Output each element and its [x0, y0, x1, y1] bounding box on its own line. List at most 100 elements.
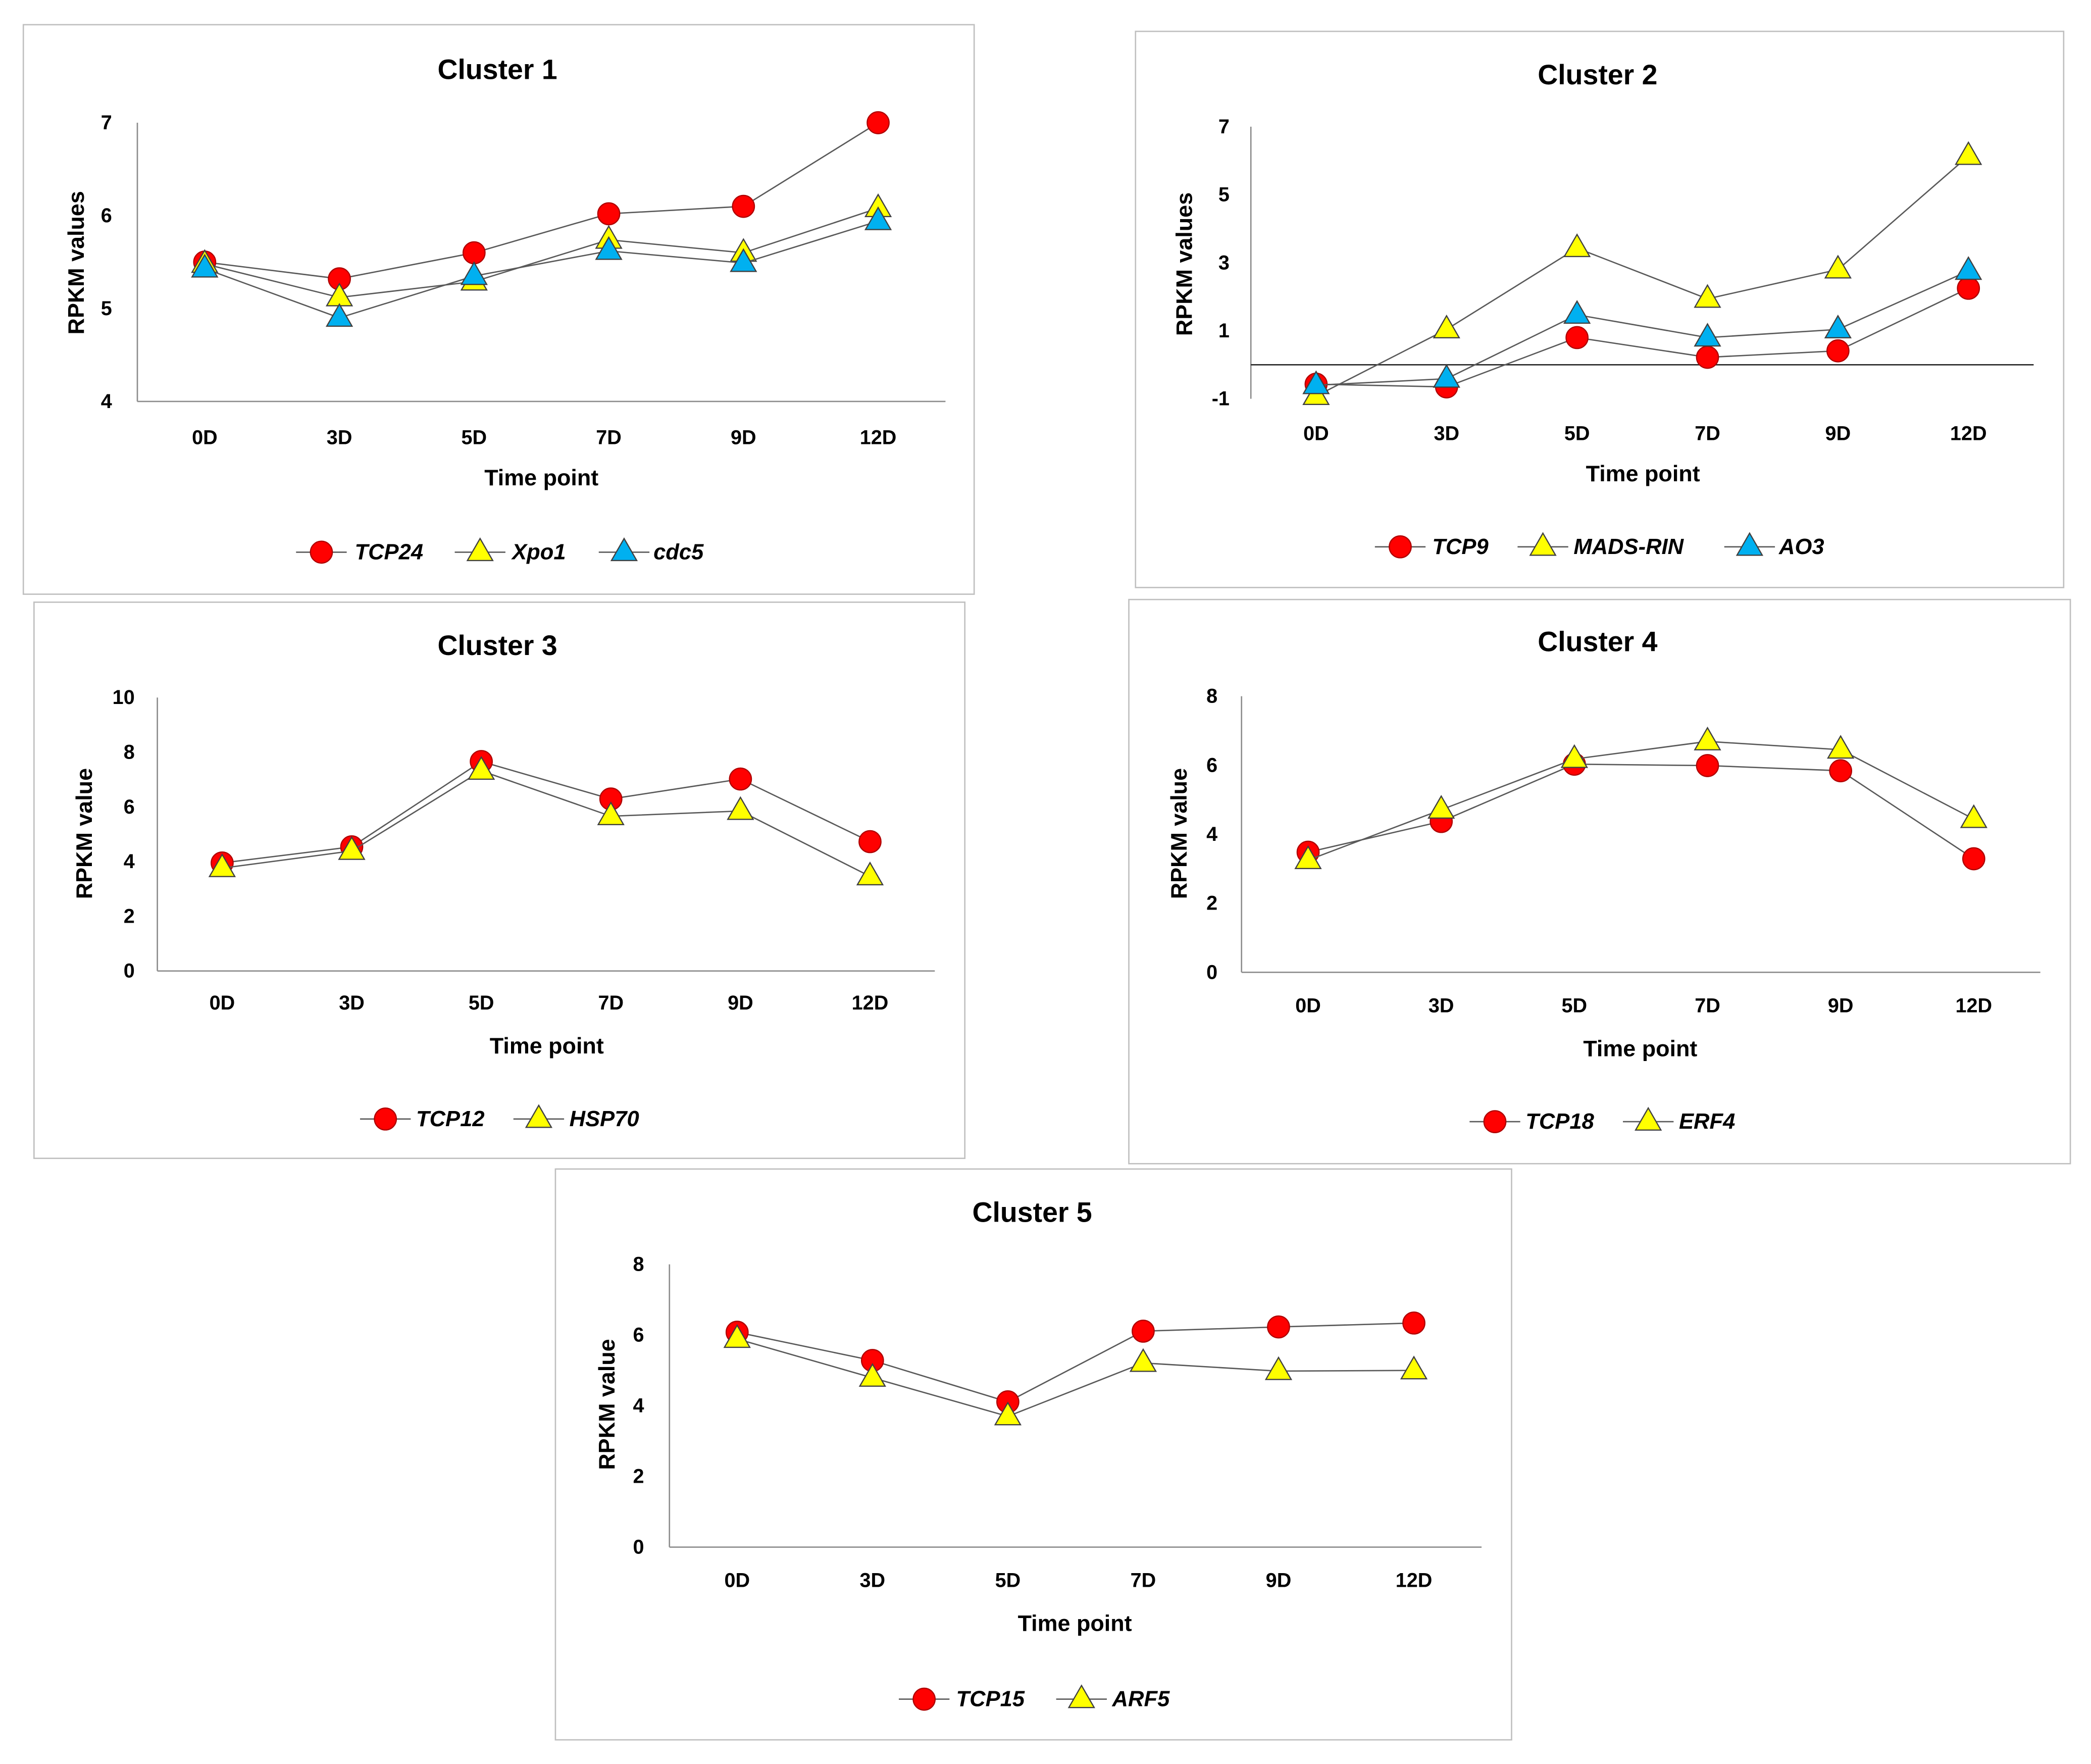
series-hsp70 — [208, 755, 884, 886]
data-point-tcp24-12d — [866, 111, 890, 134]
y-tick-label: 2 — [124, 905, 135, 927]
y-tick-label: 5 — [1218, 184, 1230, 206]
chart-frame — [1128, 598, 2071, 1165]
legend-item-xpo1: Xpo1 — [454, 537, 566, 564]
chart-panel-cluster-5: Cluster 5 0 2 4 6 8 0D 3D 5D 7D 9D 12D Time point RPK… — [554, 1168, 1512, 1741]
legend-marker-circle-icon — [912, 1687, 936, 1711]
data-point-tcp24-5d — [463, 241, 486, 265]
data-point-tcp9-5d — [1565, 326, 1589, 349]
data-point-hsp70-7d — [597, 801, 625, 825]
x-axis-title: Time point — [1583, 1035, 1697, 1061]
chart-title: Cluster 5 — [972, 1197, 1092, 1228]
data-point-arf5-9d — [1264, 1356, 1293, 1380]
chart-panel-cluster-1: Cluster 1 4 5 6 7 0D 3D 5D 7D 9D 12D Time point RPKM… — [22, 24, 975, 595]
y-tick-label: 6 — [101, 205, 112, 227]
legend-marker-circle-icon — [310, 540, 333, 564]
x-tick-label: 9D — [731, 426, 756, 448]
series-tcp24 — [193, 111, 890, 290]
legend-label: Xpo1 — [511, 540, 566, 564]
data-point-erf4-0d — [1294, 845, 1322, 869]
x-tick-label: 3D — [327, 426, 352, 448]
y-axis-title: RPKM value — [594, 1339, 620, 1470]
legend-label: AO3 — [1778, 535, 1824, 559]
series-cdc5 — [191, 206, 892, 327]
data-point-ao3-7d — [1694, 323, 1721, 347]
x-tick-label: 0D — [192, 426, 218, 448]
x-tick-label: 0D — [724, 1570, 750, 1592]
series-arf5 — [723, 1324, 1428, 1426]
series-line-ao3 — [1316, 270, 1969, 386]
legend-marker-triangle-icon — [466, 537, 494, 562]
data-point-tcp15-9d — [1267, 1315, 1290, 1339]
data-point-tcp24-9d — [732, 194, 755, 218]
data-point-hsp70-5d — [468, 755, 495, 780]
data-point-cdc5-7d — [595, 236, 623, 260]
x-tick-label: 9D — [728, 992, 753, 1014]
data-point-tcp18-7d — [1696, 754, 1719, 777]
series-ao3 — [1302, 256, 1982, 394]
legend-label: ERF4 — [1679, 1110, 1735, 1134]
legend-label: TCP9 — [1432, 535, 1489, 559]
data-point-mads-rin-5d — [1563, 233, 1591, 258]
x-tick-label: 12D — [860, 426, 897, 448]
y-tick-label: 8 — [633, 1253, 644, 1276]
legend-marker-triangle-icon — [610, 537, 638, 562]
y-tick-label: 4 — [124, 850, 135, 873]
x-tick-label: 9D — [1825, 422, 1851, 444]
legend-item-tcp18: TCP18 — [1469, 1110, 1595, 1134]
x-tick-label: 12D — [1955, 994, 1992, 1017]
data-point-hsp70-3d — [338, 836, 366, 860]
y-axis-title: RPKM value — [71, 768, 97, 899]
data-point-hsp70-12d — [856, 861, 884, 886]
legend-label: MADS-RIN — [1573, 535, 1684, 559]
data-point-tcp18-9d — [1829, 759, 1853, 783]
data-point-cdc5-0d — [191, 254, 219, 278]
data-point-tcp9-7d — [1696, 345, 1719, 369]
data-point-ao3-3d — [1433, 364, 1460, 388]
legend-marker-circle-icon — [1389, 535, 1412, 559]
y-tick-label: 8 — [124, 741, 135, 764]
legend-item-ao3: AO3 — [1724, 532, 1824, 559]
x-tick-label: 0D — [1295, 994, 1321, 1017]
data-point-erf4-5d — [1560, 744, 1588, 768]
data-point-cdc5-3d — [325, 303, 353, 327]
y-tick-label: 4 — [633, 1395, 644, 1417]
legend-item-tcp9: TCP9 — [1374, 535, 1489, 559]
x-tick-label: 7D — [598, 992, 624, 1014]
x-tick-label: 0D — [210, 992, 235, 1014]
legend-item-mads-rin: MADS-RIN — [1517, 532, 1685, 559]
x-tick-label: 5D — [1562, 994, 1588, 1017]
legend-marker-triangle-icon — [1736, 532, 1764, 556]
y-tick-label: 0 — [1206, 961, 1217, 983]
data-point-ao3-5d — [1563, 299, 1591, 324]
legend: TCP15 ARF5 — [898, 1684, 1170, 1711]
legend: TCP9 MADS-RIN AO3 — [1374, 532, 1824, 559]
y-axis-title: RPKM values — [1171, 192, 1197, 336]
y-tick-label: 6 — [124, 796, 135, 818]
y-tick-label: 4 — [1206, 823, 1217, 845]
y-tick-label: -1 — [1212, 388, 1230, 410]
x-tick-label: 5D — [995, 1570, 1021, 1592]
x-tick-label: 7D — [1131, 1570, 1156, 1592]
y-tick-label: 7 — [1218, 116, 1230, 138]
chart-title: Cluster 3 — [437, 630, 557, 661]
series-line-erf4 — [1308, 740, 1974, 861]
data-point-erf4-7d — [1694, 726, 1721, 750]
legend-marker-triangle-icon — [1635, 1106, 1662, 1131]
series-line-tcp18 — [1308, 763, 1974, 860]
data-point-mads-rin-9d — [1824, 255, 1852, 279]
legend-label: HSP70 — [570, 1107, 639, 1131]
data-point-mads-rin-3d — [1433, 314, 1460, 339]
y-tick-label: 0 — [124, 960, 135, 982]
chart-frame — [22, 24, 975, 595]
data-point-ao3-12d — [1955, 256, 1982, 280]
series-erf4 — [1294, 726, 1987, 869]
data-point-mads-rin-7d — [1694, 284, 1721, 308]
series-line-hsp70 — [222, 770, 871, 877]
series-mads-rin — [1302, 141, 1982, 406]
y-tick-label: 8 — [1206, 685, 1217, 708]
x-axis-title: Time point — [484, 465, 598, 490]
x-tick-label: 5D — [469, 992, 494, 1014]
legend-label: TCP18 — [1525, 1110, 1594, 1134]
series-line-tcp9 — [1316, 287, 1969, 388]
